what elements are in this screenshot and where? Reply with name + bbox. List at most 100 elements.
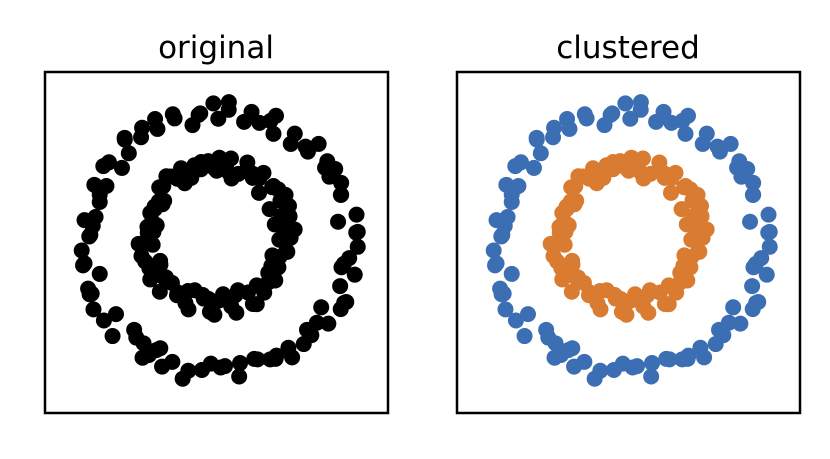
scatter-point (228, 304, 245, 321)
scatter-point (760, 206, 777, 223)
scatter-point (276, 228, 293, 245)
scatter-point (332, 278, 349, 295)
scatter-point (651, 154, 668, 171)
scatter-point (133, 129, 150, 146)
scatter-point (85, 301, 102, 318)
plot-frame-original (43, 70, 390, 415)
scatter-point (333, 186, 350, 203)
scatter-point (166, 110, 183, 127)
scatter-point (744, 278, 761, 295)
scatter-point (91, 265, 108, 282)
scatter-point (745, 186, 762, 203)
scatter-point (676, 179, 693, 196)
scatter-point (643, 368, 660, 385)
scatter-point (206, 306, 223, 323)
scatter-point (598, 157, 615, 174)
scatter-point (95, 158, 112, 175)
scatter-point (507, 158, 524, 175)
scatter-point (205, 95, 222, 112)
scatter-point (73, 242, 90, 259)
scatter-point (346, 266, 363, 283)
scatter-point (691, 243, 708, 260)
scatter-point (640, 304, 657, 321)
scatter-point (627, 286, 644, 303)
scatter-point (320, 315, 337, 332)
scatter-point (532, 145, 549, 162)
scatter-point (264, 179, 281, 196)
scatter-point (104, 328, 121, 345)
scatter-point (267, 272, 284, 289)
scatter-point (348, 206, 365, 223)
scatter-point (264, 247, 281, 264)
scatter-point (338, 293, 355, 310)
scatter-point (493, 228, 510, 245)
scatter-point (576, 353, 593, 370)
scatter-point (567, 178, 584, 195)
scatter-point (663, 184, 679, 201)
scatter-point (731, 153, 748, 170)
scatter-point (186, 157, 203, 174)
scatter-point (525, 159, 542, 176)
scatter-point (215, 286, 232, 303)
scatter-point (279, 243, 296, 260)
scatter-point (503, 265, 520, 282)
scatter-point (528, 131, 545, 148)
scatter-point (107, 306, 124, 323)
scatter-point (725, 299, 742, 316)
scatter-point (596, 117, 613, 134)
scatter-point (210, 110, 227, 127)
scatter-point (709, 138, 726, 155)
scatter-point (563, 283, 580, 300)
scatter-point (155, 178, 172, 195)
scatter-point (592, 362, 609, 379)
scatter-point (180, 362, 197, 379)
scatter-point (617, 95, 634, 112)
panel-title-original: original (158, 30, 274, 66)
scatter-point (760, 224, 777, 241)
scatter-point (236, 113, 253, 130)
scatter-point (248, 296, 265, 313)
panel-title-clustered: clustered (556, 30, 700, 66)
scatter-point (632, 94, 649, 111)
scatter-point (348, 224, 365, 241)
scatter-point (680, 347, 697, 364)
scatter-point (732, 315, 749, 332)
scatter-point (495, 285, 512, 302)
scatter-point (164, 353, 181, 370)
scatter-point (648, 113, 665, 130)
scatter-point (561, 120, 578, 137)
scatter-point (622, 110, 639, 127)
scatter-point (319, 153, 336, 170)
scatter-point (76, 255, 93, 272)
scatter-point (151, 283, 168, 300)
scatter-point (556, 236, 573, 253)
scatter-point (116, 131, 133, 148)
scatter-point (742, 213, 759, 230)
scatter-point (284, 349, 301, 366)
scatter-point (232, 355, 249, 372)
scatter-point (676, 247, 693, 264)
scatter-point (144, 236, 161, 253)
scatter-point (330, 213, 347, 230)
scatter-point (349, 238, 366, 255)
scatter-point (184, 117, 201, 134)
scatter-point (488, 255, 505, 272)
scatter-point (308, 314, 325, 331)
scatter-point (578, 110, 595, 127)
scatter-point (503, 194, 520, 211)
scatter-point (81, 228, 98, 245)
scatter-point (564, 340, 581, 357)
scatter-point (656, 169, 673, 186)
scatter-point (519, 306, 536, 323)
scatter-point (679, 272, 696, 289)
scatter-point (618, 306, 635, 323)
scatter-point (180, 301, 197, 318)
scatter-point (677, 125, 694, 142)
scatter-point (761, 238, 778, 255)
scatter-point (644, 355, 661, 372)
scatter-point (313, 299, 330, 316)
scatter-point (497, 301, 514, 318)
scatter-point (688, 228, 705, 245)
scatter-point (95, 312, 112, 329)
